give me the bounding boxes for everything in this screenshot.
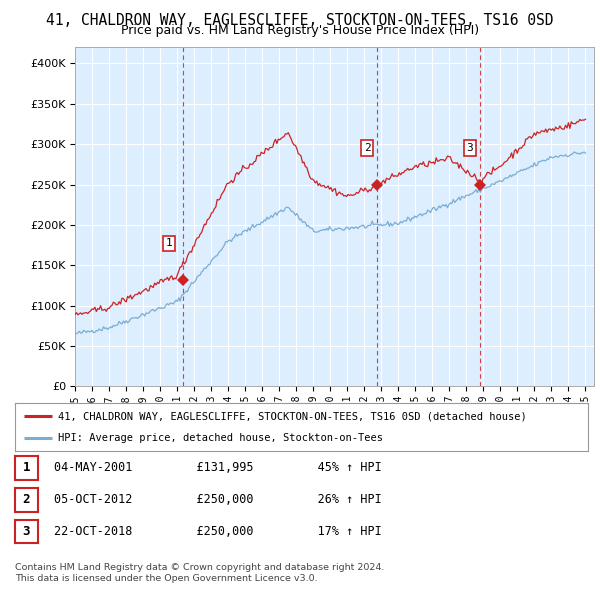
Text: 1: 1 bbox=[23, 461, 30, 474]
Text: Contains HM Land Registry data © Crown copyright and database right 2024.: Contains HM Land Registry data © Crown c… bbox=[15, 563, 385, 572]
Text: This data is licensed under the Open Government Licence v3.0.: This data is licensed under the Open Gov… bbox=[15, 574, 317, 583]
Text: 2: 2 bbox=[23, 493, 30, 506]
Text: 41, CHALDRON WAY, EAGLESCLIFFE, STOCKTON-ON-TEES, TS16 0SD: 41, CHALDRON WAY, EAGLESCLIFFE, STOCKTON… bbox=[46, 13, 554, 28]
Text: 3: 3 bbox=[467, 143, 473, 153]
Text: 04-MAY-2001         £131,995         45% ↑ HPI: 04-MAY-2001 £131,995 45% ↑ HPI bbox=[54, 461, 382, 474]
Text: 3: 3 bbox=[23, 525, 30, 538]
Text: HPI: Average price, detached house, Stockton-on-Tees: HPI: Average price, detached house, Stoc… bbox=[58, 433, 383, 443]
Text: 22-OCT-2018         £250,000         17% ↑ HPI: 22-OCT-2018 £250,000 17% ↑ HPI bbox=[54, 525, 382, 538]
Text: 1: 1 bbox=[166, 238, 173, 248]
Text: Price paid vs. HM Land Registry's House Price Index (HPI): Price paid vs. HM Land Registry's House … bbox=[121, 24, 479, 37]
Text: 05-OCT-2012         £250,000         26% ↑ HPI: 05-OCT-2012 £250,000 26% ↑ HPI bbox=[54, 493, 382, 506]
Text: 41, CHALDRON WAY, EAGLESCLIFFE, STOCKTON-ON-TEES, TS16 0SD (detached house): 41, CHALDRON WAY, EAGLESCLIFFE, STOCKTON… bbox=[58, 411, 527, 421]
Text: 2: 2 bbox=[364, 143, 370, 153]
